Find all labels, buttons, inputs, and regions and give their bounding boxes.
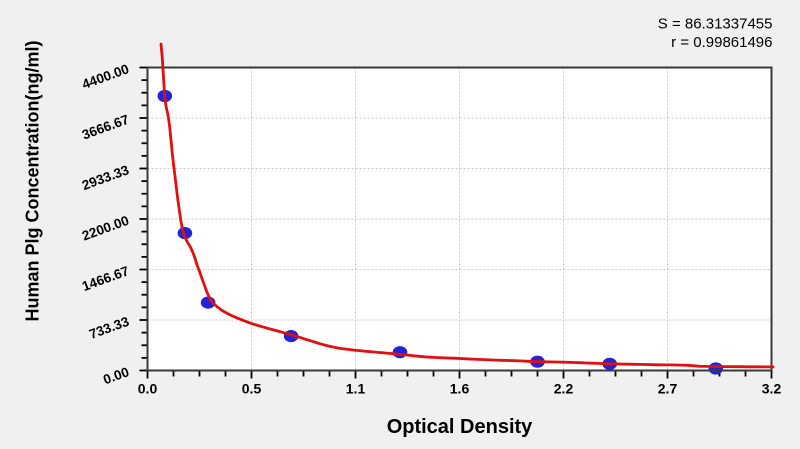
svg-text:1.6: 1.6: [450, 381, 470, 397]
svg-text:Optical Density: Optical Density: [387, 416, 533, 438]
svg-text:r = 0.99861496: r = 0.99861496: [671, 34, 772, 51]
svg-text:2.7: 2.7: [658, 381, 678, 397]
svg-text:1.1: 1.1: [346, 381, 366, 397]
svg-text:3.2: 3.2: [762, 381, 782, 397]
svg-text:2.2: 2.2: [554, 381, 574, 397]
svg-text:Human Plg Concentration(ng/ml): Human Plg Concentration(ng/ml): [23, 40, 43, 321]
svg-text:0.5: 0.5: [242, 381, 262, 397]
svg-text:S = 86.31337455: S = 86.31337455: [658, 15, 773, 32]
svg-text:0.0: 0.0: [138, 381, 158, 397]
